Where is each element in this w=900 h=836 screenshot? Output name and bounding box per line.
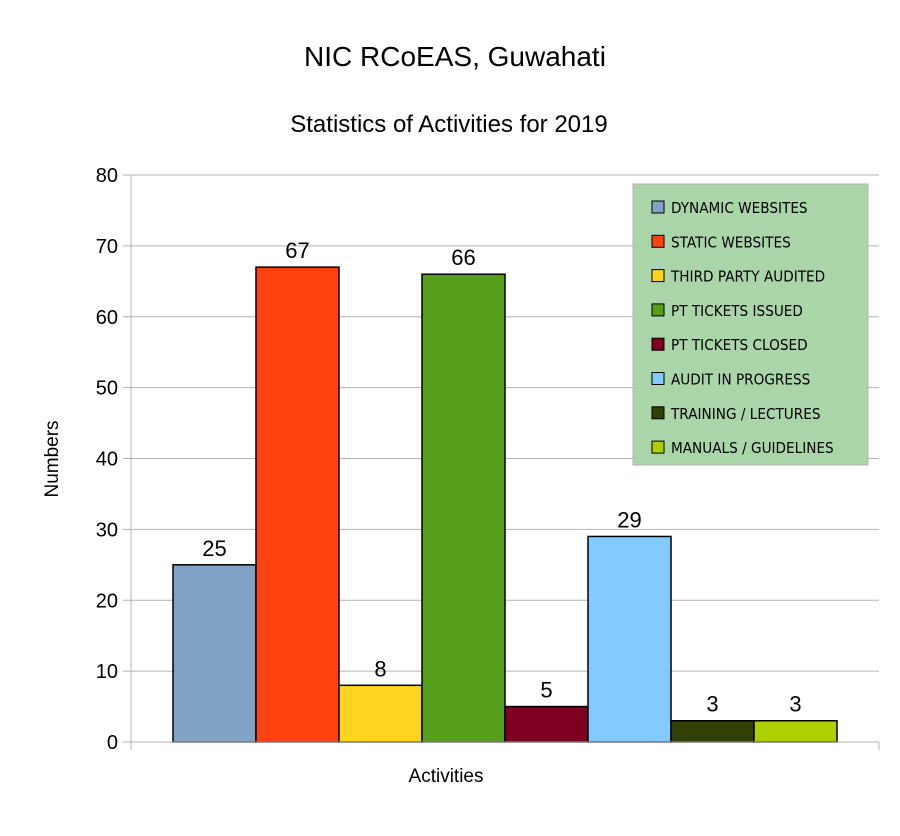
y-tick-label: 50 (96, 378, 118, 400)
y-axis-ticks: 0 10 20 30 40 50 60 70 80 (96, 165, 131, 754)
y-tick-label: 30 (96, 519, 118, 541)
legend: DYNAMIC WEBSITES STATIC WEBSITES THIRD PAR… (632, 183, 869, 466)
legend-box (632, 183, 869, 466)
legend-entry: TRAINING / LECTURES (670, 405, 820, 423)
data-label: 3 (789, 692, 801, 717)
legend-entry: MANUALS / GUIDELINES (671, 439, 834, 457)
data-label: 5 (540, 678, 552, 703)
legend-entry: DYNAMIC WEBSITES (671, 199, 808, 217)
data-label: 29 (617, 507, 641, 532)
y-tick-label: 60 (96, 307, 118, 329)
y-tick-label: 40 (96, 449, 118, 471)
bar (338, 684, 423, 743)
bar (255, 266, 340, 743)
data-label: 66 (451, 245, 475, 270)
legend-entry: STATIC WEBSITES (671, 233, 791, 251)
bar (753, 719, 838, 743)
chart-title: NIC RCoEAS, Guwahati (304, 41, 606, 72)
legend-entry: PT TICKETS ISSUED (671, 302, 803, 320)
legend-entry: PT TICKETS CLOSED (671, 336, 808, 354)
data-label: 3 (706, 692, 718, 717)
legend-entry: THIRD PARTY AUDITED (670, 268, 825, 286)
bar (421, 273, 506, 743)
legend-swatch (651, 269, 665, 283)
x-axis-label: Activities (409, 766, 484, 787)
legend-swatch (651, 303, 665, 317)
y-tick-label: 80 (96, 165, 118, 187)
legend-entry: AUDIT IN PROGRESS (671, 371, 810, 389)
y-tick-label: 10 (96, 661, 118, 683)
legend-swatch (651, 372, 665, 385)
legend-swatch (651, 337, 665, 351)
bars (172, 266, 838, 743)
bar (587, 535, 672, 743)
chart-subtitle: Statistics of Activities for 2019 (290, 111, 607, 138)
axes (130, 175, 880, 750)
y-tick-label: 70 (96, 236, 118, 258)
data-label: 25 (202, 536, 226, 561)
data-label: 8 (374, 656, 386, 681)
legend-swatch (651, 234, 665, 248)
bar (504, 705, 589, 743)
bar (670, 719, 755, 743)
y-axis-label: Numbers (42, 420, 63, 497)
legend-swatch (651, 200, 665, 214)
legend-swatch (651, 406, 665, 420)
data-labels: 25 67 8 66 5 29 3 3 (202, 238, 801, 717)
y-tick-label: 0 (107, 732, 118, 754)
data-label: 67 (285, 238, 309, 263)
legend-swatch (651, 440, 665, 454)
y-tick-label: 20 (96, 590, 118, 612)
bar (172, 564, 257, 743)
